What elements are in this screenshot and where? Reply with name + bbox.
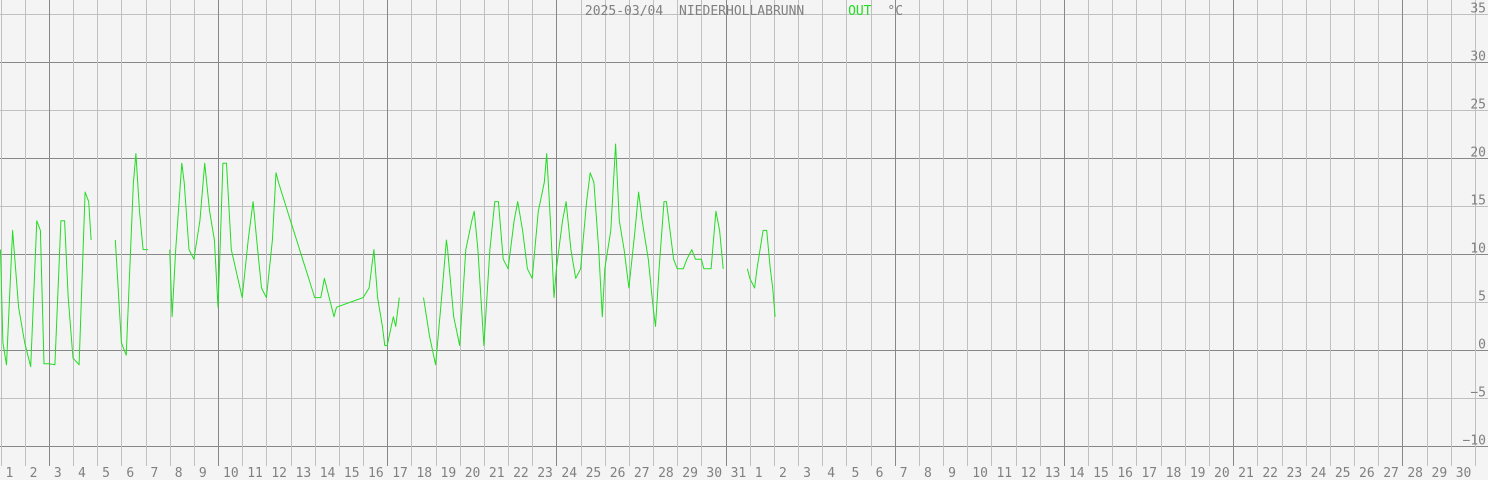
x-tick-label: 20	[465, 466, 481, 480]
x-tick-label: 3	[803, 466, 811, 480]
x-tick-label: 1	[6, 466, 14, 480]
x-tick-label: 13	[1045, 466, 1061, 480]
x-tick-label: 13	[296, 466, 312, 480]
title-unit: °C	[887, 4, 903, 19]
x-tick-label: 21	[1238, 466, 1254, 480]
x-tick-label: 7	[900, 466, 908, 480]
x-tick-label: 26	[1359, 466, 1375, 480]
series-line-out	[423, 143, 724, 366]
x-tick-label: 6	[876, 466, 884, 480]
x-tick-label: 8	[175, 466, 183, 480]
y-tick-label: 35	[1470, 1, 1486, 16]
x-tick-label: 15	[344, 466, 360, 480]
x-tick-label: 4	[78, 466, 86, 480]
x-tick-label: 4	[827, 466, 835, 480]
grid	[0, 0, 1488, 466]
y-tick-label: 30	[1470, 49, 1486, 64]
x-tick-label: 12	[271, 466, 287, 480]
x-tick-label: 15	[1093, 466, 1109, 480]
series-line-out	[114, 153, 148, 356]
x-tick-label: 25	[1335, 466, 1351, 480]
x-tick-label: 17	[1141, 466, 1157, 480]
x-tick-label: 24	[561, 466, 577, 480]
x-tick-label: 29	[1432, 466, 1448, 480]
title-date: 2025-03/04	[585, 4, 663, 19]
x-tick-label: 28	[1407, 466, 1423, 480]
chart-title: 2025-03/04 NIEDERHOLLABRUNN OUT °C	[585, 4, 903, 19]
y-tick-label: 0	[1478, 337, 1486, 352]
x-tick-label: 30	[1456, 466, 1472, 480]
x-tick-label: 5	[851, 466, 859, 480]
series-line-out	[169, 162, 400, 347]
x-tick-label: 6	[126, 466, 134, 480]
x-tick-label: 16	[368, 466, 384, 480]
x-tick-label: 12	[1021, 466, 1037, 480]
x-tick-label: 10	[223, 466, 239, 480]
series-line-out	[0, 191, 92, 368]
x-tick-label: 14	[1069, 466, 1085, 480]
x-tick-label: 16	[1117, 466, 1133, 480]
x-tick-label: 9	[948, 466, 956, 480]
x-tick-label: 11	[247, 466, 263, 480]
x-tick-label: 3	[54, 466, 62, 480]
x-tick-label: 22	[513, 466, 529, 480]
x-tick-label: 26	[610, 466, 626, 480]
y-tick-label: 20	[1470, 145, 1486, 160]
x-tick-label: 19	[441, 466, 457, 480]
y-tick-labels: 35 30 25 20 15 10 5 0 −5 −10	[1463, 1, 1486, 448]
x-tick-label: 28	[658, 466, 674, 480]
x-tick-label: 29	[682, 466, 698, 480]
x-tick-label: 7	[151, 466, 159, 480]
x-tick-label: 2	[779, 466, 787, 480]
x-tick-label: 23	[1287, 466, 1303, 480]
title-station: NIEDERHOLLABRUNN	[679, 4, 804, 19]
y-tick-label: 10	[1470, 241, 1486, 256]
x-tick-label: 5	[102, 466, 110, 480]
x-tick-label: 1	[755, 466, 763, 480]
x-tick-label: 19	[1190, 466, 1206, 480]
x-tick-label: 14	[320, 466, 336, 480]
x-tick-label: 21	[489, 466, 505, 480]
x-tick-label: 27	[634, 466, 650, 480]
x-tick-label: 2	[30, 466, 38, 480]
title-series: OUT	[848, 4, 872, 19]
x-tick-label: 31	[731, 466, 747, 480]
y-tick-label: 5	[1478, 289, 1486, 304]
x-tick-label: 22	[1262, 466, 1278, 480]
x-tick-label: 23	[537, 466, 553, 480]
x-tick-label: 30	[706, 466, 722, 480]
x-tick-label: 24	[1311, 466, 1327, 480]
y-tick-label: −5	[1470, 385, 1486, 400]
x-tick-label: 10	[972, 466, 988, 480]
x-tick-label: 9	[199, 466, 207, 480]
x-tick-labels: 1 2 3 4 5 6 7 8 9 10 11 12 13 14 15 16 17 18 19 20 21 22 23 24 2…	[6, 466, 1472, 480]
x-tick-label: 11	[996, 466, 1012, 480]
y-tick-label: 15	[1470, 193, 1486, 208]
x-tick-label: 20	[1214, 466, 1230, 480]
x-tick-label: 18	[1166, 466, 1182, 480]
series-line-out	[746, 229, 776, 317]
y-tick-label: 25	[1470, 97, 1486, 112]
x-tick-label: 18	[416, 466, 432, 480]
x-tick-label: 27	[1383, 466, 1399, 480]
series-layer	[0, 143, 776, 368]
x-tick-label: 25	[586, 466, 602, 480]
x-tick-label: 8	[924, 466, 932, 480]
x-tick-label: 17	[392, 466, 408, 480]
y-tick-label: −10	[1463, 433, 1486, 448]
